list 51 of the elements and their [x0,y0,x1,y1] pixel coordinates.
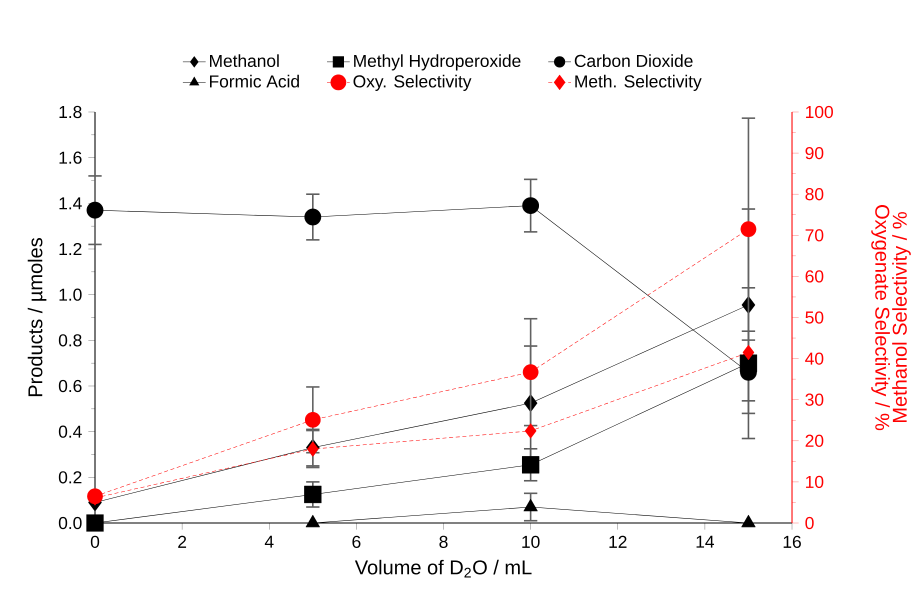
y2-tick-label: 40 [805,352,824,365]
text: Methanol Selectivity / % [892,212,911,422]
x-axis-title: Volume of D$_{2}$O / mL [354,560,532,578]
y2-tick-label: 80 [805,188,824,200]
y-tick-label: 0.2 [58,471,82,484]
y2-axis-title: Oxygenate Selectivity / % [871,205,890,430]
x-tick-label: 0 [90,536,100,548]
point [522,364,538,380]
y-tick-label: 1.6 [60,152,82,164]
x-tick-label: 10 [522,536,540,548]
y2-tick-label: 0 [805,516,814,530]
y2-tick-label: 100 [806,106,833,118]
x-tick-label: 8 [439,536,448,548]
y-tick-label: 1.0 [60,288,82,301]
legend-label: Formic Acid [210,74,299,88]
y2-tick-label: 50 [805,311,824,324]
y-tick-label: 0.0 [58,516,82,530]
point [522,456,540,474]
point [304,486,322,504]
y2-tick-label: 60 [806,270,824,283]
point [304,208,322,226]
y2-tick-label: 70 [806,229,824,242]
x-tick-label: 12 [609,536,627,548]
y-tick-label: 1.4 [60,197,82,210]
y-tick-label: 0.6 [58,380,82,392]
y-tick-label: 0.8 [58,334,82,346]
point [86,202,104,219]
x-tick-label: 4 [264,536,274,548]
x-tick-label: 16 [784,536,801,548]
legend-label: Methanol [210,54,279,68]
y2-tick-label: 90 [806,146,824,160]
y2-tick-label: 20 [806,434,824,447]
y-tick-label: 1.2 [60,242,82,256]
legend-label: Meth. Selectivity [575,74,702,91]
y-tick-label: 1.8 [60,106,82,118]
y-axis-title: Products / µmoles [28,238,46,396]
y2-tick-label: 10 [806,476,824,488]
y-tick-label: 0.4 [58,426,82,438]
legend-label: Oxy. Selectivity [354,74,472,91]
y2-tick-label: 30 [805,394,824,406]
x-tick-label: 14 [696,536,714,548]
x-tick-label: 2 [178,536,186,548]
point [524,423,536,439]
legend-label: Carbon Dioxide [574,54,693,68]
point [522,197,540,214]
x-tick-label: 6 [352,536,360,548]
point [742,344,754,360]
point [307,441,319,457]
legend-label: Methyl Hydroperoxide [354,54,520,70]
point [304,412,321,428]
point [740,221,756,238]
